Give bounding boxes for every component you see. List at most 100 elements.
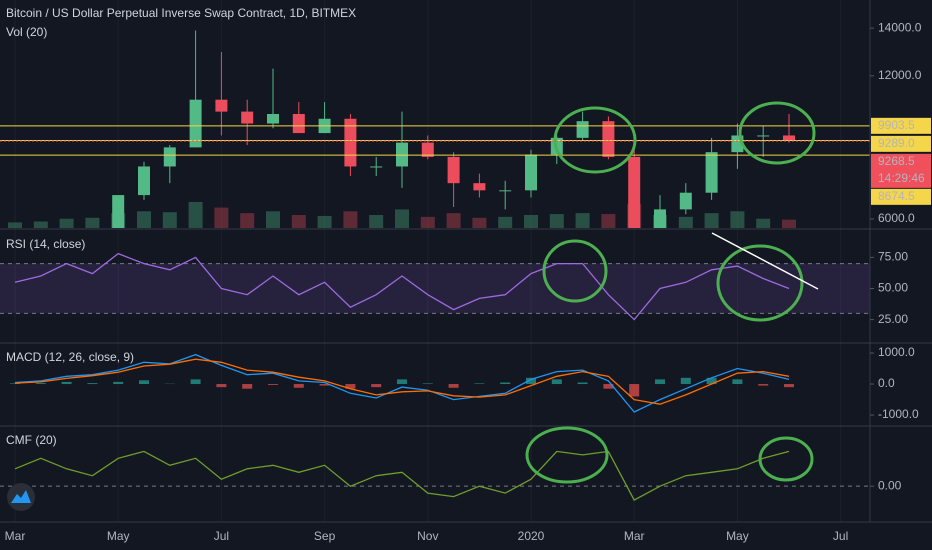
volume-bar [704, 213, 719, 228]
y-tick-label: 1000.0 [878, 345, 915, 359]
volume-bar [85, 217, 100, 228]
volume-bar [317, 215, 332, 228]
y-tick-label: 0.0 [878, 376, 895, 390]
histogram-bar [448, 384, 459, 388]
volume-bar [188, 202, 203, 228]
candle-body [679, 192, 692, 210]
y-tick-label: 75.00 [878, 250, 908, 264]
histogram-bar [500, 382, 511, 385]
histogram-bar [577, 382, 588, 385]
candle-body [396, 142, 408, 167]
y-tick-label: 25.00 [878, 312, 908, 326]
volume-bar [214, 207, 229, 228]
annotation-circle [525, 426, 609, 484]
volume-bar [369, 215, 384, 228]
candle-body [215, 99, 228, 112]
price-label: 9903.5 [878, 118, 915, 132]
volume-bar [162, 212, 177, 228]
volume-bar [524, 215, 538, 228]
candles [8, 30, 796, 228]
volume-bar [575, 213, 590, 228]
histogram-bar [680, 377, 691, 385]
histogram-bar [35, 383, 46, 385]
x-tick-label: May [107, 529, 130, 543]
rsi-band [0, 263, 870, 314]
volume-bar [472, 217, 487, 228]
price-label-box [871, 135, 931, 152]
x-tick-label: Nov [417, 529, 438, 543]
y-tick-label: -1000.0 [878, 407, 919, 421]
candle-body [421, 142, 434, 157]
x-tick-label: Mar [624, 529, 645, 543]
histogram-bar [87, 383, 98, 385]
candle-body [267, 114, 279, 124]
candle-body [757, 135, 770, 137]
histogram-bar [655, 379, 665, 385]
price-label: 8674.5 [878, 189, 915, 203]
volume-bar [420, 216, 435, 228]
annotation-circle [738, 101, 816, 165]
logo-circle [7, 483, 35, 511]
annotation-circle [542, 239, 608, 303]
countdown: 14:29:46 [878, 171, 925, 185]
price-label-box [871, 153, 931, 188]
volume-bar [266, 211, 280, 228]
volume-bar [291, 215, 306, 228]
volume-bar [730, 211, 745, 228]
data-line [14, 450, 790, 501]
histogram-bar [551, 379, 562, 385]
volume-bar [498, 216, 513, 228]
volume-bar [601, 214, 616, 228]
candle-body [628, 156, 641, 228]
indicator-title: RSI (14, close) [6, 237, 85, 251]
logo [7, 483, 35, 511]
candle-body [112, 195, 125, 228]
candle-body [602, 121, 615, 157]
price-label: 9289.0 [878, 136, 915, 150]
candle-body [241, 111, 254, 124]
price-label-box [871, 117, 931, 134]
x-tick-label: Sep [314, 529, 336, 543]
volume-bar [395, 209, 409, 228]
histogram-bar [268, 384, 278, 385]
annotation-circle [716, 244, 804, 322]
histogram-bar [293, 384, 304, 388]
volume-bar [343, 211, 358, 228]
x-tick-label: May [726, 529, 749, 543]
volume-bar [678, 216, 693, 228]
candle-body [525, 154, 537, 191]
volume-bar [33, 221, 48, 228]
chart-title: Bitcoin / US Dollar Perpetual Inverse Sw… [6, 6, 356, 20]
histogram-bar [397, 379, 407, 385]
volume-bar [137, 211, 151, 228]
data-line [14, 358, 790, 405]
volume-bar [446, 213, 461, 228]
histogram-bar [319, 384, 330, 386]
histogram-bar [371, 384, 382, 388]
candle-body [654, 209, 666, 228]
candle-body [189, 99, 202, 148]
volume-bar [240, 213, 255, 228]
indicator-title: CMF (20) [6, 433, 57, 447]
candle-body [370, 166, 383, 168]
histogram-bar [10, 383, 20, 385]
histogram-bar [732, 379, 743, 385]
volume-bar [756, 218, 771, 228]
y-tick-label: 50.00 [878, 281, 908, 295]
annotation-circle [553, 106, 637, 174]
histogram-bar [706, 377, 717, 385]
histogram-bar [422, 383, 433, 385]
data-line [14, 353, 790, 413]
candle-body [447, 156, 460, 184]
candle-body [138, 166, 150, 196]
candle-body [163, 147, 176, 167]
candle-body [576, 121, 589, 138]
candle-body [705, 152, 718, 193]
logo-icon [11, 490, 31, 503]
candle-body [499, 190, 512, 192]
histogram-bar [526, 377, 536, 385]
histogram-bar [190, 379, 201, 385]
y-tick-label: 14000.0 [878, 20, 922, 34]
x-tick-label: Jul [833, 529, 848, 543]
